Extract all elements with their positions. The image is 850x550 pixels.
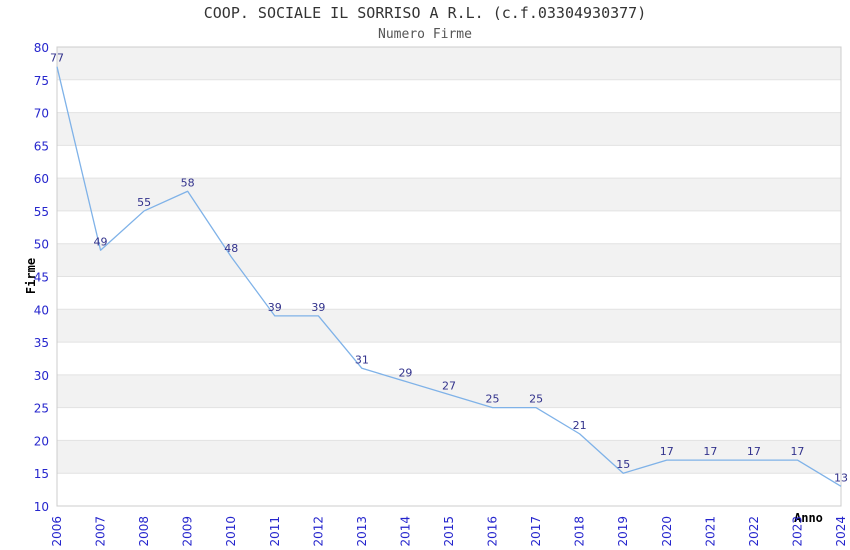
x-tick-label: 2017 (529, 516, 543, 547)
data-point-label: 17 (747, 445, 761, 458)
data-point-label: 21 (573, 419, 587, 432)
x-tick-label: 2010 (224, 516, 238, 547)
x-tick-label: 2008 (137, 516, 151, 547)
plot-border (56, 46, 842, 507)
x-tick-label: 2022 (747, 516, 761, 547)
data-point-label: 17 (790, 445, 804, 458)
x-tick-label: 2011 (268, 516, 282, 547)
x-tick-label: 2023 (790, 516, 804, 547)
x-tick-label: 2019 (616, 516, 630, 547)
x-tick-label: 2009 (181, 516, 195, 547)
data-point-label: 31 (355, 353, 369, 366)
data-point-label: 27 (442, 380, 456, 393)
plot-band (57, 112, 841, 146)
data-point-label: 39 (268, 301, 282, 314)
data-point-label: 17 (660, 445, 674, 458)
x-tick-label: 2006 (50, 516, 64, 547)
x-tick-label: 2024 (834, 516, 848, 547)
data-point-label: 55 (137, 196, 151, 209)
data-point-label: 48 (224, 242, 238, 255)
data-point-label: 29 (398, 366, 412, 379)
x-tick-label: 2013 (355, 516, 369, 547)
plot-band (57, 79, 841, 113)
plot-band (57, 276, 841, 310)
plot-band (57, 407, 841, 441)
plot-band (57, 342, 841, 375)
y-tick-label: 60 (34, 172, 49, 186)
plot-band (57, 473, 841, 506)
chart-title: COOP. SOCIALE IL SORRISO A R.L. (c.f.033… (203, 4, 647, 22)
x-tick-label: 2012 (311, 516, 325, 547)
plot-band (57, 243, 841, 277)
y-tick-label: 10 (34, 500, 49, 514)
series-line (56, 66, 842, 487)
plot-band (57, 374, 841, 408)
y-tick-label: 40 (34, 303, 49, 317)
data-point-label: 13 (834, 471, 848, 484)
plot-band (57, 440, 841, 474)
data-point-label: 39 (311, 301, 325, 314)
data-point-label: 25 (529, 393, 543, 406)
y-tick-label: 50 (34, 238, 49, 252)
plot-band (57, 145, 841, 179)
data-point-label: 15 (616, 458, 630, 471)
y-tick-label: 70 (34, 107, 49, 121)
chart-subtitle: Numero Firme (378, 27, 472, 42)
x-tick-label: 2016 (486, 516, 500, 547)
data-point-label: 58 (181, 176, 195, 189)
y-tick-label: 25 (34, 402, 49, 416)
x-tick-label: 2020 (660, 516, 674, 547)
x-tick-label: 2007 (94, 516, 108, 547)
x-tick-label: 2014 (398, 516, 412, 547)
plot-band (57, 309, 841, 343)
y-tick-label: 30 (34, 369, 49, 383)
y-tick-label: 55 (34, 205, 49, 219)
plot-band (57, 210, 841, 244)
y-tick-label: 45 (34, 271, 49, 285)
y-tick-label: 65 (34, 139, 49, 153)
y-tick-label: 35 (34, 336, 49, 350)
y-tick-label: 80 (34, 41, 49, 55)
data-point-label: 25 (486, 393, 500, 406)
x-tick-label: 2018 (573, 516, 587, 547)
x-tick-label: 2021 (703, 516, 717, 547)
data-point-label: 77 (50, 52, 64, 65)
y-tick-label: 75 (34, 74, 49, 88)
y-tick-label: 20 (34, 434, 49, 448)
data-point-label: 17 (703, 445, 717, 458)
plot-band (57, 178, 841, 211)
plot-band (57, 47, 841, 80)
y-tick-label: 15 (34, 467, 49, 481)
x-axis-title: Anno (794, 511, 823, 525)
data-point-label: 49 (94, 235, 108, 248)
x-tick-label: 2015 (442, 516, 456, 547)
